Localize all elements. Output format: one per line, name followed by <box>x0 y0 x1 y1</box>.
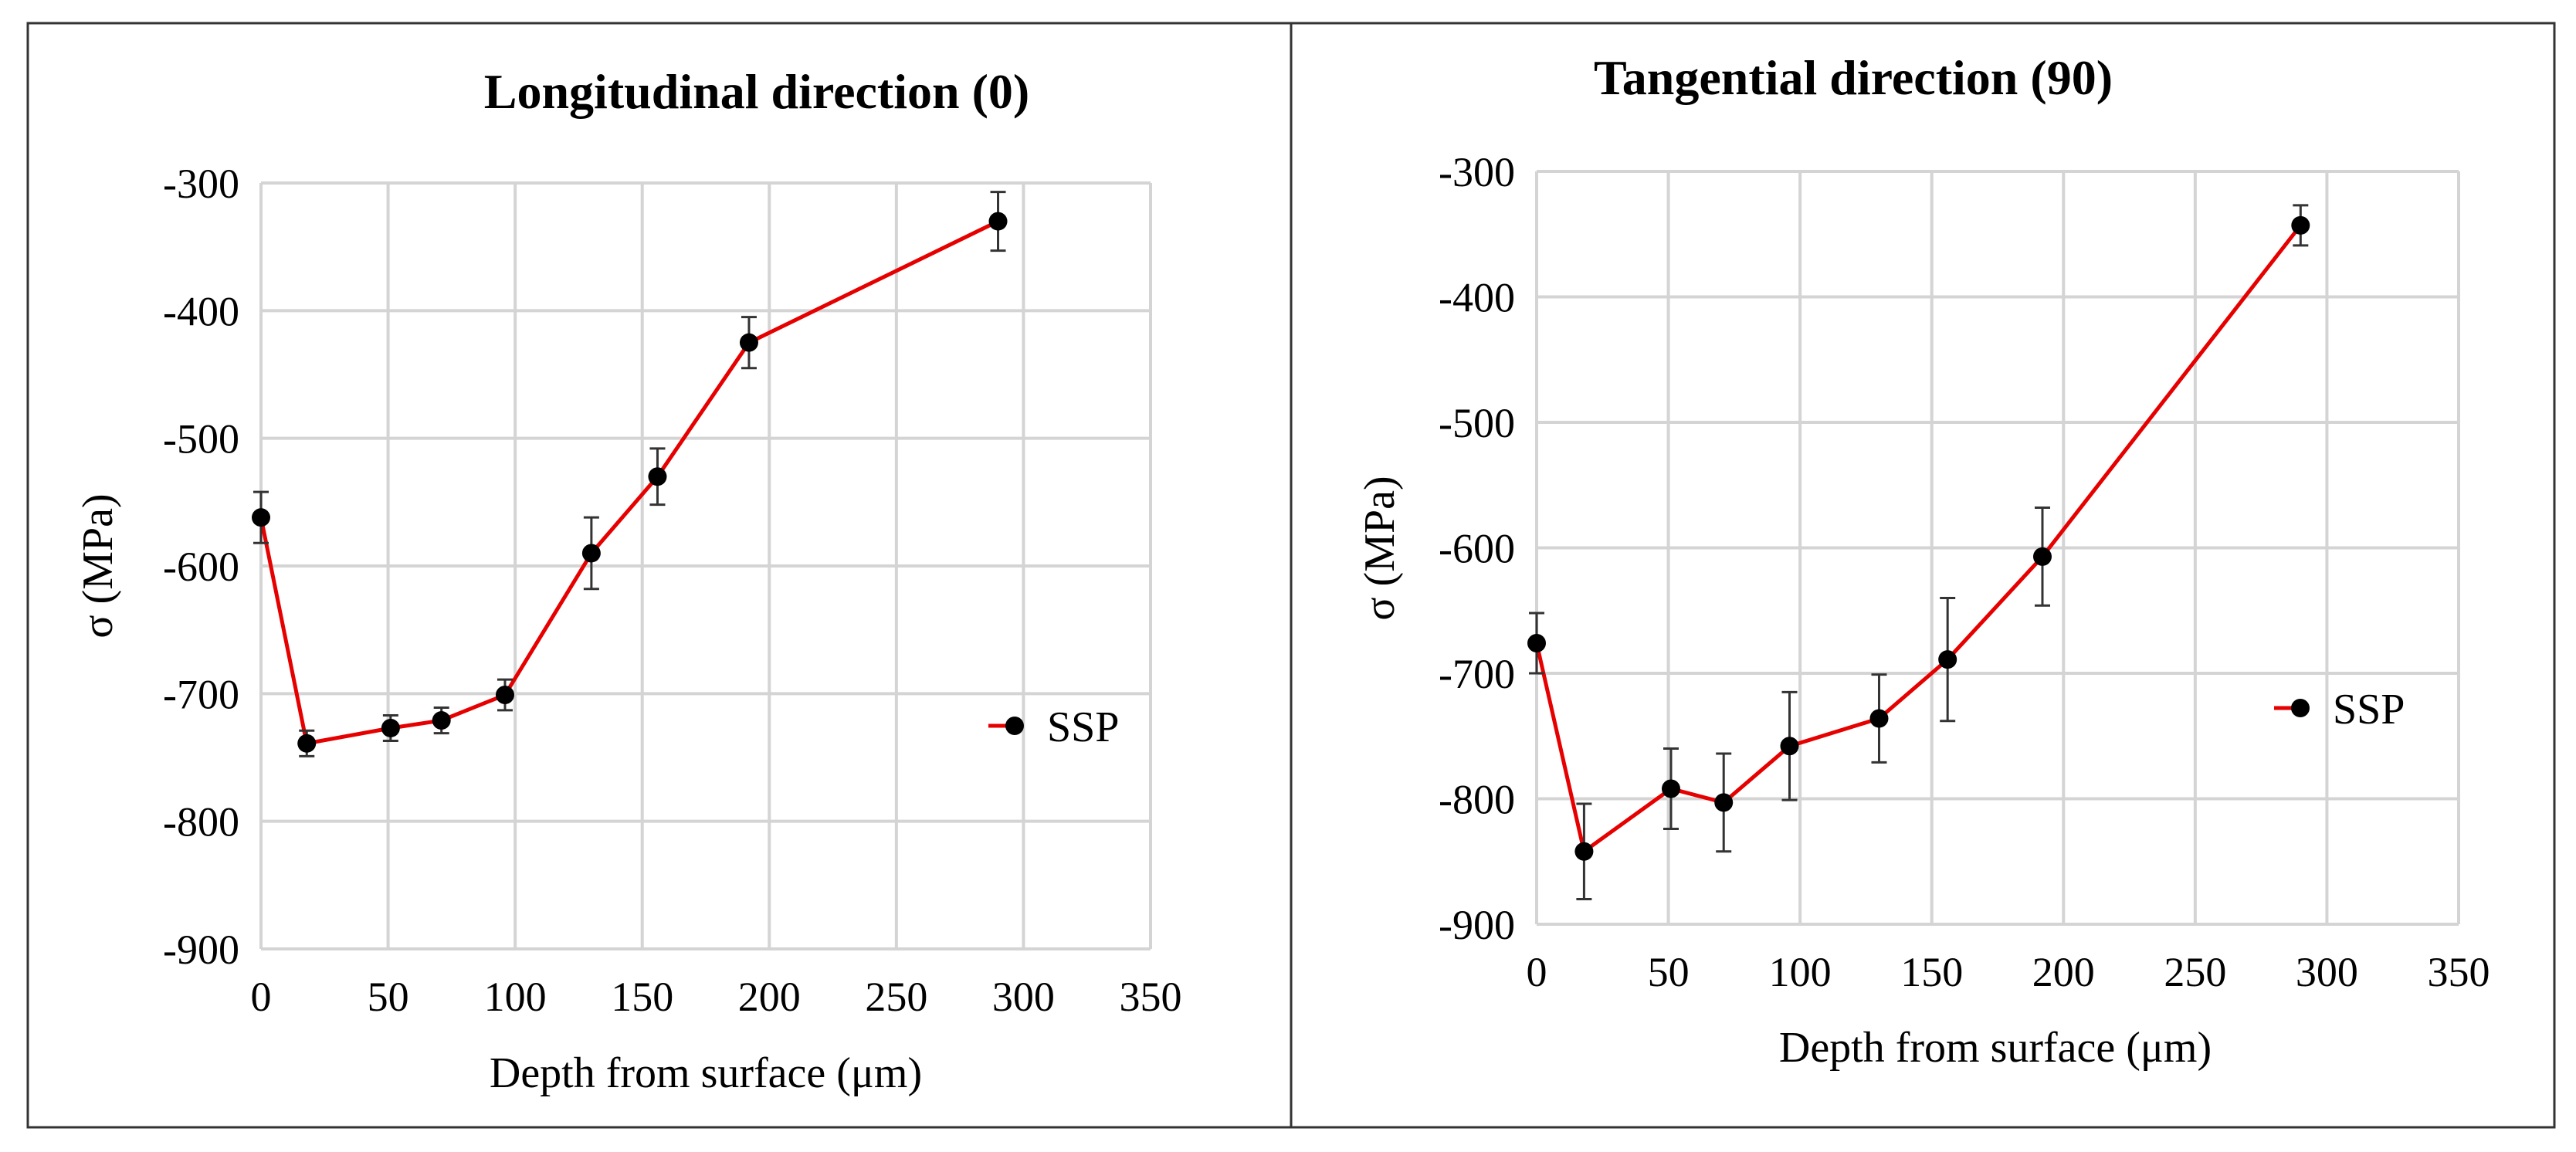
x-tick-label: 150 <box>1900 949 1963 995</box>
data-point <box>648 467 667 486</box>
chart-tangential: 0 50 100 150 200 250 300 350 -300 -400 -500 -600 -70… <box>1356 50 2490 1072</box>
chart-title: Longitudinal direction (0) <box>484 64 1029 119</box>
data-point <box>988 212 1008 231</box>
x-tick-label: 200 <box>2032 949 2095 995</box>
y-tick-label: -900 <box>163 927 239 973</box>
data-point <box>297 734 317 753</box>
y-tick-label: -600 <box>1439 526 1515 572</box>
data-point <box>1527 634 1546 652</box>
x-tick-label: 50 <box>368 974 409 1020</box>
data-point <box>1869 709 1889 728</box>
y-axis-label: σ (MPa) <box>1356 476 1404 620</box>
data-point <box>2291 215 2310 235</box>
y-tick-label: -700 <box>1439 651 1515 697</box>
y-tick-label: -300 <box>163 161 239 207</box>
y-tick-label: -900 <box>1439 902 1515 948</box>
y-tick-label: -300 <box>1439 149 1515 195</box>
data-point <box>739 333 758 352</box>
data-point <box>1714 793 1734 812</box>
y-tick-label: -600 <box>163 544 239 590</box>
data-point <box>2032 547 2052 566</box>
x-tick-label: 250 <box>2164 949 2226 995</box>
x-tick-label: 50 <box>1648 949 1690 995</box>
x-axis-label: Depth from surface (μm) <box>1779 1024 2212 1072</box>
data-point <box>1661 779 1680 798</box>
x-tick-label: 300 <box>2296 949 2358 995</box>
y-tick-label: -700 <box>163 671 239 717</box>
x-tick-label: 350 <box>2428 949 2490 995</box>
x-tick-label: 100 <box>1769 949 1832 995</box>
x-tick-label: 300 <box>992 974 1055 1020</box>
data-point <box>1574 842 1594 861</box>
data-point <box>381 718 400 737</box>
x-tick-label: 100 <box>484 974 547 1020</box>
panel-frame-right <box>1290 22 2556 1129</box>
data-point <box>495 685 514 704</box>
y-tick-label: -400 <box>1439 275 1515 321</box>
chart-longitudinal: 0 50 100 150 200 250 300 350 -300 -400 -500 -600 -70… <box>74 64 1182 1097</box>
y-tick-label: -400 <box>163 288 239 334</box>
x-tick-label: 350 <box>1120 974 1182 1020</box>
data-point <box>581 544 601 563</box>
x-tick-label: 0 <box>1527 949 1547 995</box>
legend-marker <box>2291 699 2310 717</box>
x-tick-label: 200 <box>738 974 801 1020</box>
data-point <box>1780 737 1799 756</box>
y-tick-label: -800 <box>163 799 239 845</box>
legend-label: SSP <box>2333 686 2405 734</box>
y-tick-label: -500 <box>163 416 239 462</box>
y-axis-label: σ (MPa) <box>74 493 122 638</box>
legend-label: SSP <box>1047 703 1119 751</box>
data-point <box>432 711 451 730</box>
x-tick-label: 0 <box>251 974 272 1020</box>
data-point <box>252 508 270 527</box>
series-line <box>259 219 999 746</box>
x-axis-label: Depth from surface (μm) <box>490 1049 922 1097</box>
x-tick-label: 250 <box>865 974 927 1020</box>
y-tick-label: -800 <box>1439 777 1515 823</box>
legend-marker <box>1005 717 1024 735</box>
data-point <box>1938 650 1957 669</box>
x-tick-label: 150 <box>611 974 673 1020</box>
y-tick-label: -500 <box>1439 400 1515 446</box>
chart-title: Tangential direction (90) <box>1594 50 2113 105</box>
series-line <box>1534 224 2303 856</box>
